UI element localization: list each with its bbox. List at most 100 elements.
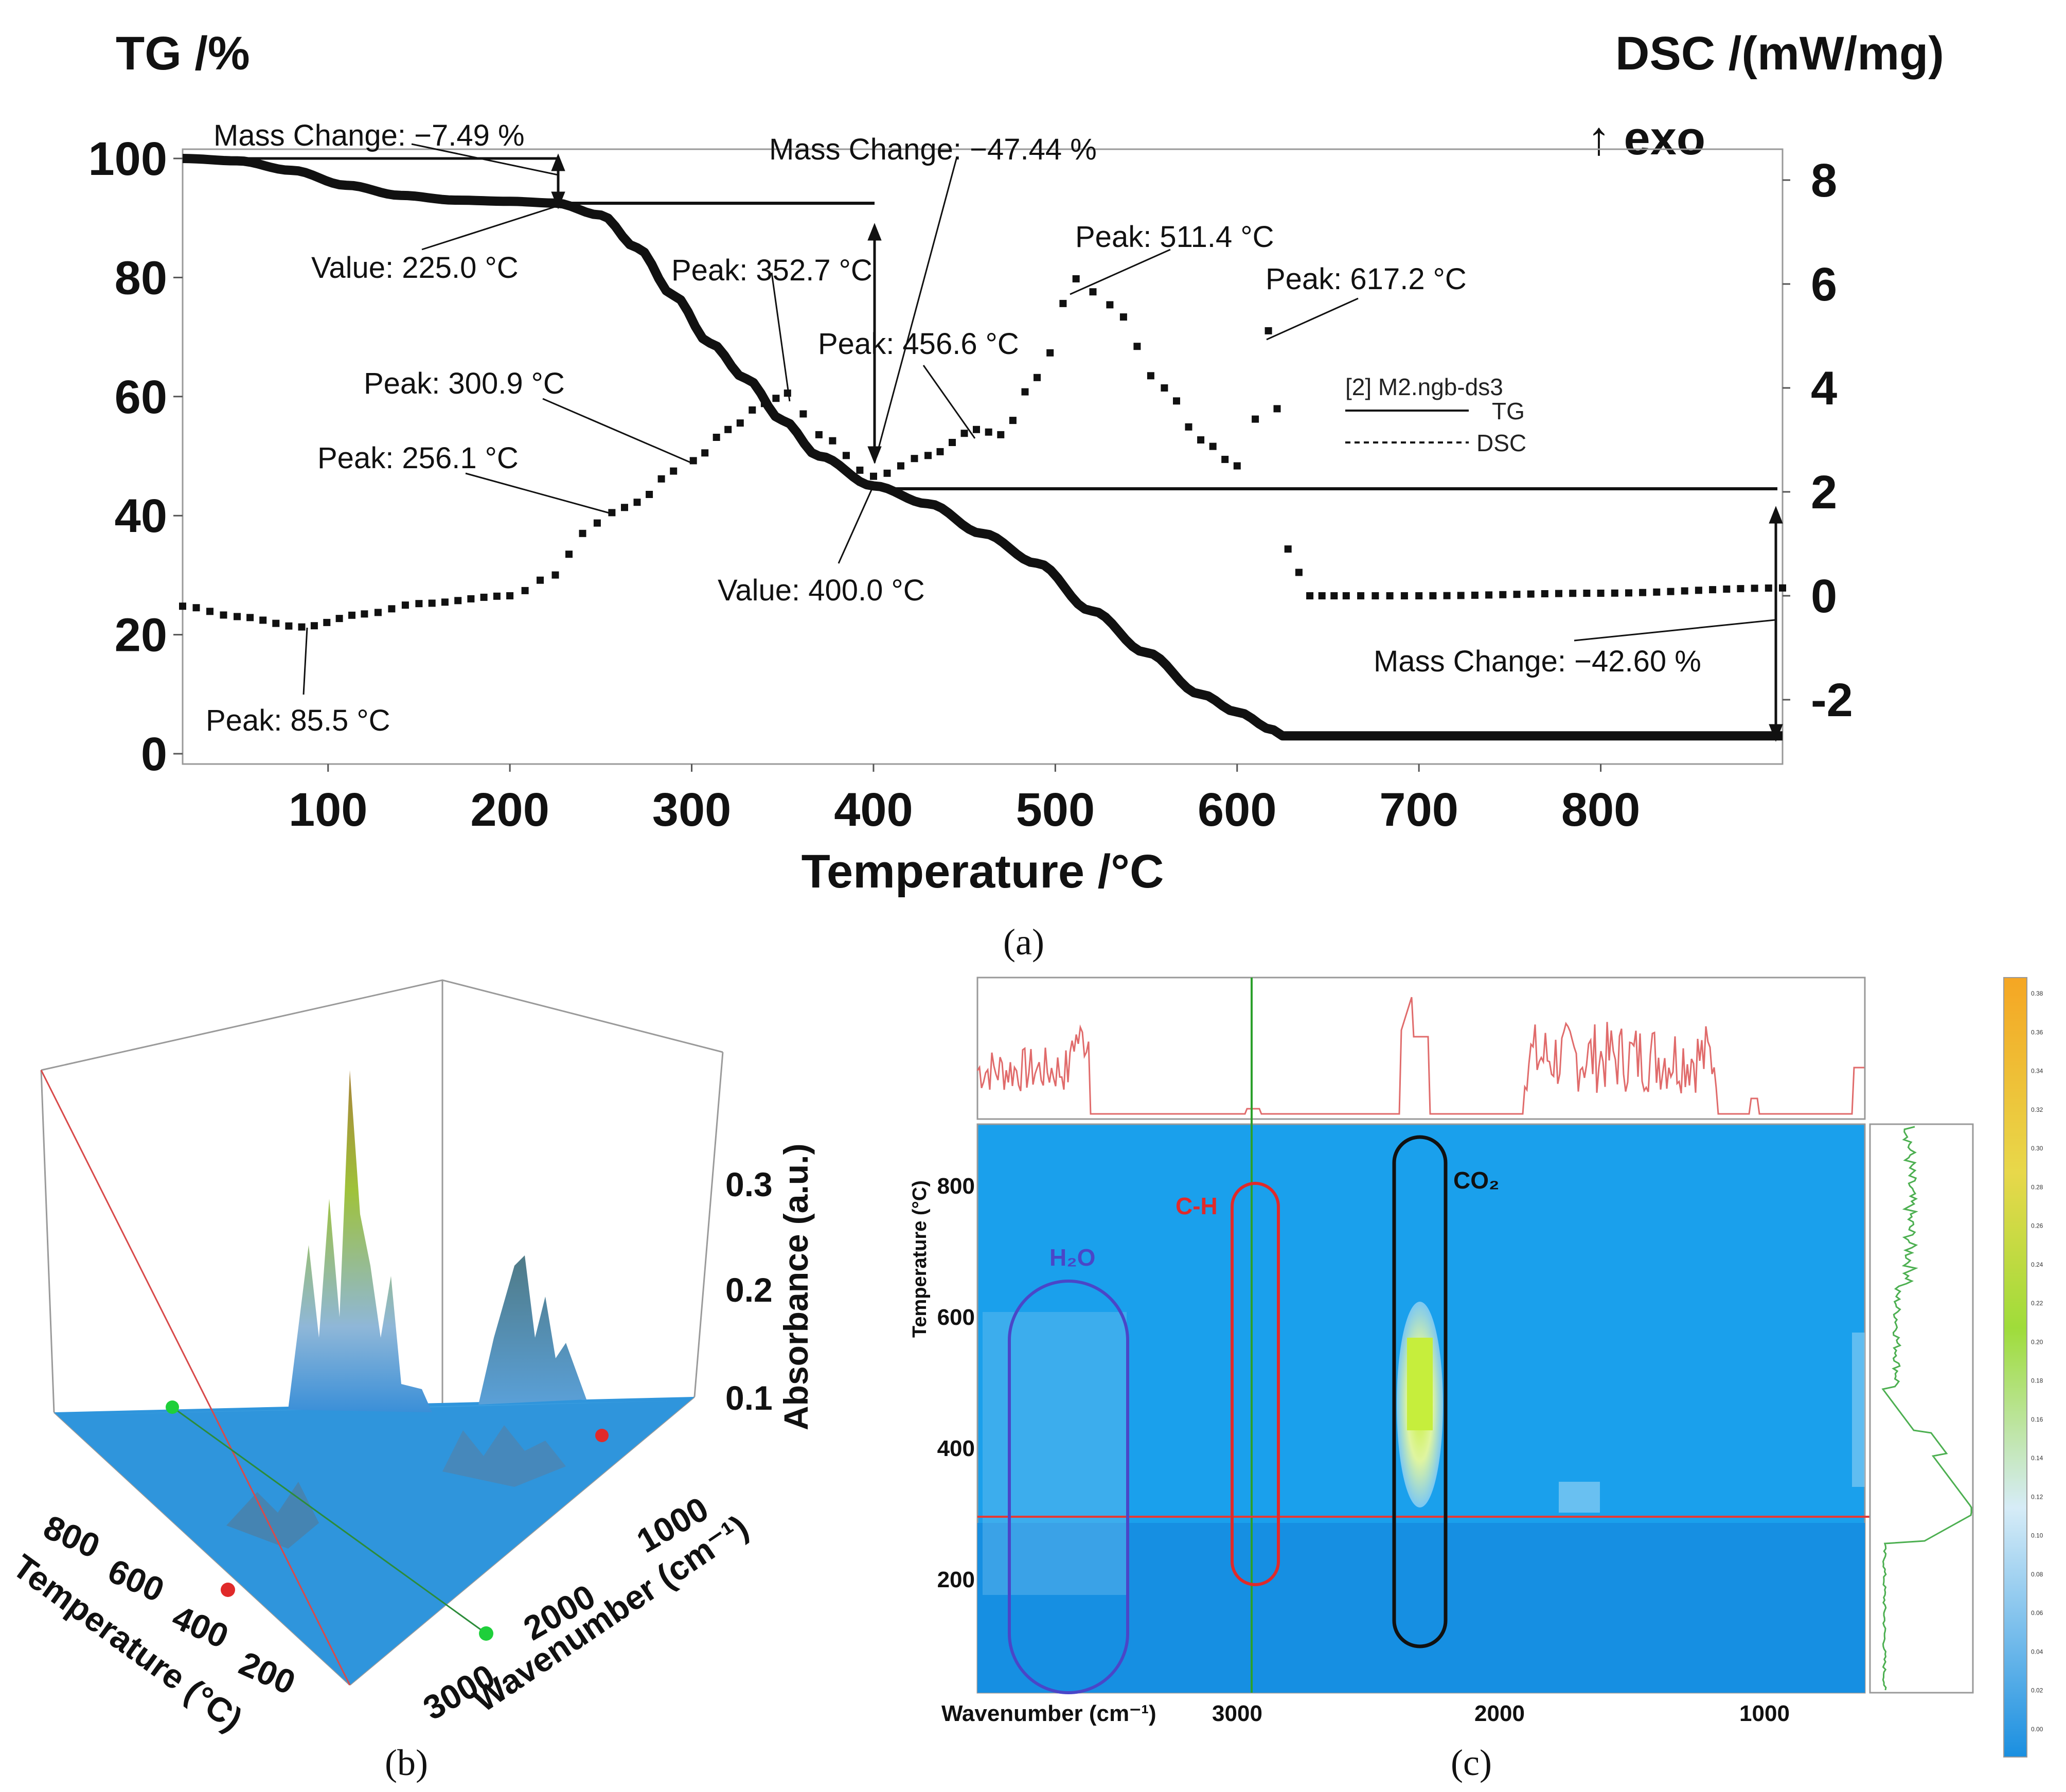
colorbar-tick-label: 0.10 xyxy=(2031,1532,2043,1539)
right-tick-label: 2 xyxy=(1811,466,1837,519)
annotation-peak-352: Peak: 352.7 °C xyxy=(671,254,872,287)
dsc-point xyxy=(1147,372,1154,380)
dsc-point xyxy=(579,529,586,537)
dsc-point xyxy=(924,452,932,459)
dsc-point xyxy=(323,618,331,626)
surface-ridge-left xyxy=(226,1482,319,1549)
legend-dsc-label: DSC xyxy=(1476,430,1526,456)
annotation-mass-change-2: Mass Change: −47.44 % xyxy=(769,133,1097,166)
dsc-point xyxy=(1415,592,1423,599)
dsc-point xyxy=(772,395,780,402)
dsc-point xyxy=(1221,455,1229,463)
dsc-point xyxy=(551,571,559,579)
left-tick-label: 100 xyxy=(88,133,168,185)
dsc-point xyxy=(1318,592,1326,599)
dsc-series xyxy=(179,275,1786,631)
right-tick-label: 4 xyxy=(1811,362,1837,415)
dsc-point xyxy=(724,425,732,433)
co2-region-outline xyxy=(1392,1135,1448,1648)
colorbar-tick-label: 0.36 xyxy=(2031,1028,2043,1036)
temp-tick-200: 200 xyxy=(234,1644,301,1701)
dsc-point xyxy=(701,449,709,457)
dsc-point xyxy=(1284,545,1292,553)
colorbar-tick-label: 0.38 xyxy=(2031,990,2043,997)
surface-peak-secondary xyxy=(478,1255,586,1405)
dsc-axis-title: DSC /(mW/mg) xyxy=(1615,27,1944,80)
dsc-point xyxy=(565,551,573,558)
surface-ridge-right xyxy=(442,1425,566,1487)
h2o-region-outline xyxy=(1008,1280,1129,1694)
caption-c: (c) xyxy=(1451,1742,1492,1783)
right-tick-label: 8 xyxy=(1811,154,1837,207)
dsc-point xyxy=(1667,588,1675,595)
legend: [2] M2.ngb-ds3 TG DSC xyxy=(1345,374,1526,456)
dsc-point xyxy=(799,410,807,418)
red-guide-line xyxy=(40,1070,351,1685)
dsc-point xyxy=(493,592,501,600)
absorbance-axis-title: Absorbance (a.u.) xyxy=(777,1144,815,1430)
dsc-point xyxy=(1457,592,1465,599)
dsc-point xyxy=(1569,590,1577,597)
dsc-point xyxy=(1639,589,1647,596)
dsc-point xyxy=(736,419,744,427)
co2-label: CO₂ xyxy=(1453,1167,1499,1194)
dsc-point xyxy=(206,608,213,615)
dsc-point xyxy=(441,598,449,606)
dsc-point xyxy=(897,462,904,470)
temp-tick-800: 800 xyxy=(38,1507,105,1565)
red-marker-1 xyxy=(595,1429,609,1442)
profile-box xyxy=(1869,1123,1974,1694)
annotation-value-225: Value: 225.0 °C xyxy=(311,251,519,285)
colorbar-tick-label: 0.34 xyxy=(2031,1068,2043,1075)
dsc-point xyxy=(883,469,891,477)
red-marker-2 xyxy=(221,1583,235,1597)
colorbar-ticks: 0.38 0.36 0.34 0.32 0.30 0.28 0.26 0.24 0.22 0.20… xyxy=(2031,990,2043,1733)
dsc-point xyxy=(1330,592,1338,599)
dsc-point xyxy=(1072,275,1080,282)
x-tick-label: 800 xyxy=(1561,784,1641,836)
dsc-point xyxy=(1059,299,1067,307)
dsc-point xyxy=(521,587,529,594)
x-tick-label: 200 xyxy=(470,784,549,836)
caption-b: (b) xyxy=(385,1742,428,1783)
dsc-point xyxy=(1295,569,1303,576)
colorbar-tick-label: 0.20 xyxy=(2031,1338,2043,1345)
right-axis-ticks: -2 0 2 4 6 8 xyxy=(1783,154,1853,726)
tg-axis-title: TG /% xyxy=(116,27,250,80)
dsc-point xyxy=(670,467,678,475)
dsc-point xyxy=(1161,384,1168,392)
dsc-point xyxy=(1429,592,1437,599)
dsc-point xyxy=(1197,436,1205,443)
dsc-point xyxy=(1485,591,1493,599)
annotation-peak-300: Peak: 300.9 °C xyxy=(364,367,565,400)
dsc-point xyxy=(506,592,514,599)
legend-file: [2] M2.ngb-ds3 xyxy=(1345,374,1503,400)
dsc-point xyxy=(1306,592,1314,599)
dsc-point xyxy=(842,452,850,459)
dsc-point xyxy=(1233,462,1241,470)
dsc-point xyxy=(829,437,836,445)
dsc-point xyxy=(454,597,462,605)
dsc-point xyxy=(1252,415,1259,423)
dsc-point xyxy=(220,611,227,619)
spectrum-box xyxy=(976,977,1866,1120)
c-x-tick-1000: 1000 xyxy=(1739,1701,1790,1726)
dsc-point xyxy=(856,466,864,474)
dsc-point xyxy=(467,595,475,602)
colorbar-tick-label: 0.32 xyxy=(2031,1106,2043,1113)
band-signal-1 xyxy=(1559,1482,1600,1513)
dsc-point xyxy=(272,619,280,627)
dsc-point xyxy=(1185,423,1192,431)
c-x-tick-2000: 2000 xyxy=(1474,1701,1525,1726)
annotation-peak-511: Peak: 511.4 °C xyxy=(1075,220,1274,254)
dsc-point xyxy=(335,615,343,623)
colorbar-tick-label: 0.16 xyxy=(2031,1416,2043,1423)
dsc-point xyxy=(1751,584,1758,592)
x-tick-label: 100 xyxy=(289,784,368,836)
dsc-point xyxy=(1597,590,1605,597)
c-y-tick-800: 800 xyxy=(937,1174,975,1199)
dsc-point xyxy=(985,428,992,436)
dsc-point xyxy=(911,455,918,463)
dsc-point xyxy=(1209,442,1217,450)
colorbar-tick-label: 0.22 xyxy=(2031,1300,2043,1307)
